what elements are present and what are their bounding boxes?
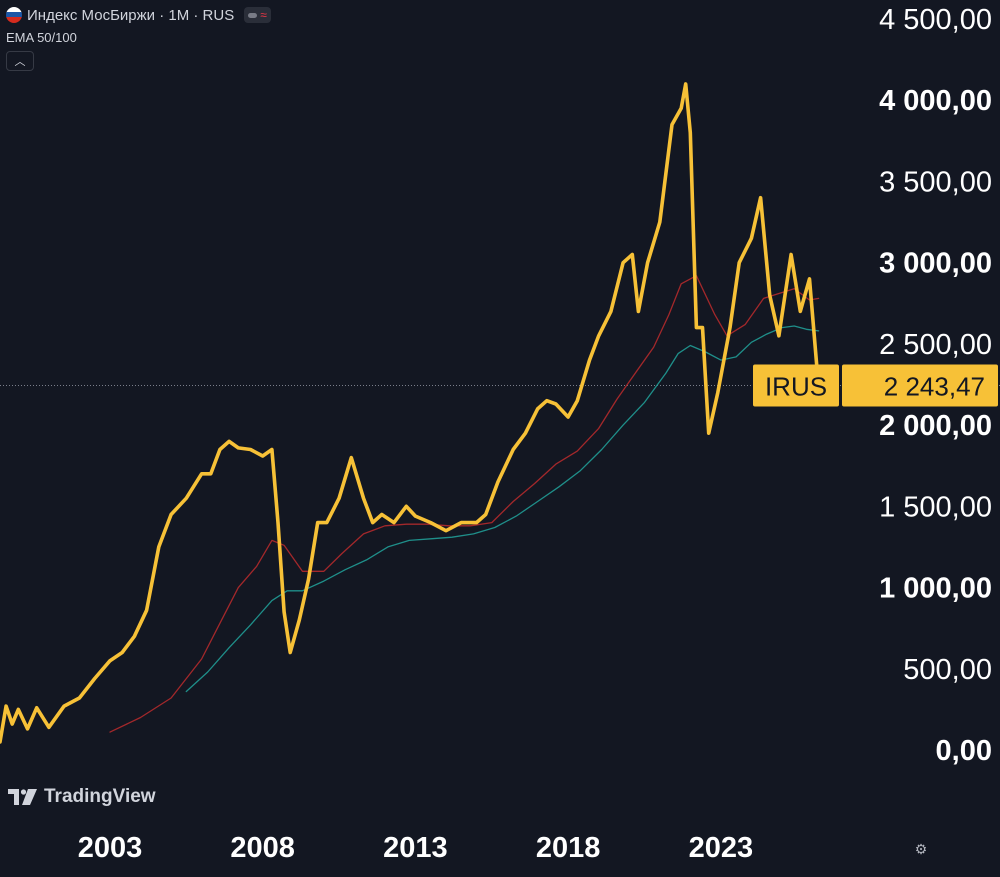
x-axis[interactable]: 2003 2008 2013 2018 2023: [78, 832, 753, 864]
y-tick-label: 3 000,00: [879, 248, 992, 280]
symbol-title-row[interactable]: Индекс МосБиржи · 1M · RUS ≈: [6, 4, 271, 26]
market-status-pill[interactable]: ≈: [244, 7, 271, 23]
x-tick-label: 2013: [383, 832, 448, 864]
ticker-label: IRUS: [765, 372, 827, 402]
y-tick-label: 2 500,00: [879, 329, 992, 361]
status-dot-icon: [248, 12, 258, 18]
tradingview-watermark: TradingView: [8, 786, 156, 808]
chart-header: Индекс МосБиржи · 1M · RUS ≈ EMA 50/100 …: [6, 4, 271, 71]
collapse-button[interactable]: ︿: [6, 51, 34, 71]
y-tick-label: 0,00: [936, 735, 992, 767]
x-tick-label: 2023: [689, 832, 754, 864]
x-tick-label: 2008: [230, 832, 295, 864]
ticker-badge: [753, 364, 839, 407]
chevron-up-icon: ︿: [14, 56, 26, 68]
tradingview-logo-icon: [8, 789, 37, 805]
y-tick-label: 2 000,00: [879, 410, 992, 442]
y-axis[interactable]: 4 500,00 4 000,00 3 500,00 3 000,00 2 500,00…: [879, 4, 992, 767]
settings-gear-icon[interactable]: ⚙: [914, 841, 928, 857]
russia-flag-icon: [6, 7, 22, 23]
y-tick-label: 500,00: [903, 654, 992, 686]
price-value: 2 243,47: [884, 372, 985, 402]
wave-icon: ≈: [260, 8, 267, 22]
watermark-text: TradingView: [44, 786, 156, 807]
price-label: IRUS 2 243,47: [753, 364, 998, 407]
symbol-title: Индекс МосБиржи · 1M · RUS: [27, 6, 235, 24]
price-badge: [842, 364, 998, 407]
ema100-line: [185, 325, 820, 693]
y-tick-label: 4 500,00: [879, 4, 992, 36]
ema50-line: [109, 275, 820, 733]
y-tick-label: 1 000,00: [879, 573, 992, 605]
x-tick-label: 2018: [536, 832, 601, 864]
y-tick-label: 1 500,00: [879, 491, 992, 523]
x-tick-label: 2003: [78, 832, 143, 864]
y-tick-label: 3 500,00: [879, 166, 992, 198]
indicator-legend[interactable]: EMA 50/100: [6, 30, 77, 45]
series-layer: [0, 82, 821, 744]
price-line: [0, 82, 821, 744]
y-tick-label: 4 000,00: [879, 85, 992, 117]
